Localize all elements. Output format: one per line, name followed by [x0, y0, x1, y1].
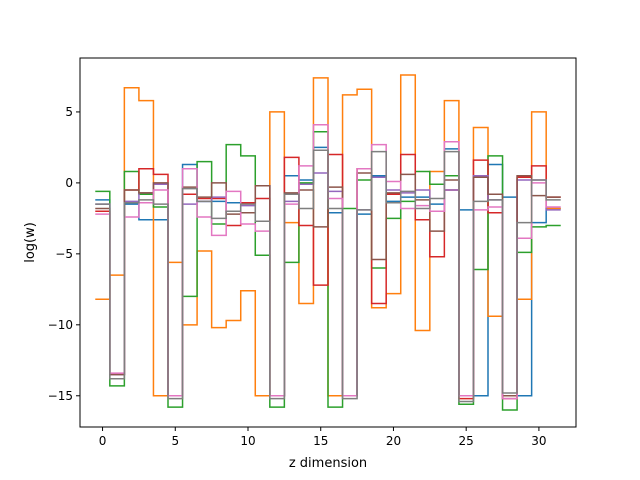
x-axis-label: z dimension: [289, 456, 367, 471]
y-axis-ticks: −15 −10 −5 0 5: [48, 105, 80, 403]
y-tick-label: −10: [48, 318, 73, 332]
x-tick-label: 25: [459, 434, 474, 448]
y-tick-label: −5: [55, 247, 73, 261]
y-axis-label: log(w): [23, 222, 38, 263]
x-tick-label: 10: [240, 434, 255, 448]
x-tick-label: 0: [99, 434, 107, 448]
x-tick-label: 5: [171, 434, 179, 448]
series-layer: [95, 74, 561, 411]
series-line-8: [95, 149, 561, 403]
x-tick-label: 15: [313, 434, 328, 448]
x-tick-label: 30: [531, 434, 546, 448]
x-axis-ticks: 0 5 10 15 20 25 30: [99, 427, 547, 448]
plot-area-frame: [79, 57, 577, 428]
y-tick-label: 5: [65, 105, 73, 119]
x-tick-label: 20: [386, 434, 401, 448]
y-tick-label: 0: [65, 176, 73, 190]
y-tick-label: −15: [48, 389, 73, 403]
